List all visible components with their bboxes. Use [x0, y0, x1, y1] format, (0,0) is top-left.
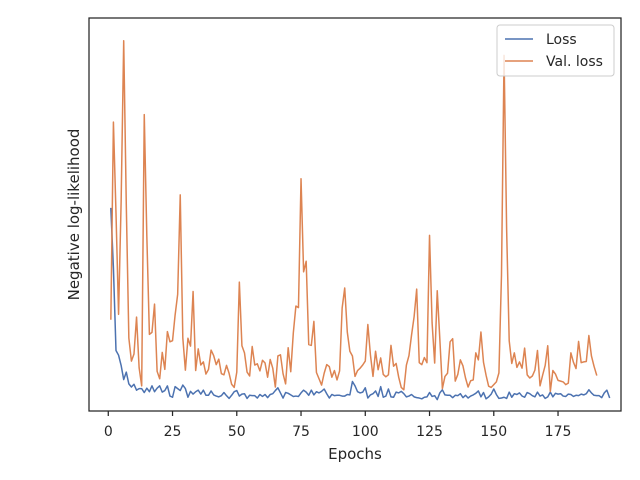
x-axis-label: Epochs [328, 445, 382, 463]
x-tick-label: 25 [164, 424, 182, 440]
x-tick-label: 175 [545, 424, 572, 440]
legend-label: Val. loss [546, 54, 603, 70]
series-line-val-loss [110, 40, 598, 393]
legend-items: Loss Val. loss [505, 32, 603, 70]
x-tick-label: 125 [416, 424, 443, 440]
plot-frame [88, 17, 622, 412]
y-axis-label: Negative log-likelihood [65, 129, 83, 301]
legend-box [496, 24, 615, 77]
x-tick-label: 100 [352, 424, 379, 440]
x-tick-label: 50 [228, 424, 246, 440]
x-tick-label: 150 [480, 424, 507, 440]
x-tick-label: 75 [292, 424, 310, 440]
legend: Loss Val. loss [496, 24, 615, 77]
series-layer [110, 40, 611, 401]
legend-label: Loss [546, 32, 577, 48]
series-line-loss [110, 207, 611, 401]
x-tick-label: 0 [104, 424, 113, 440]
x-axis: 0 25 50 75 100 125 150 175 [104, 411, 572, 440]
